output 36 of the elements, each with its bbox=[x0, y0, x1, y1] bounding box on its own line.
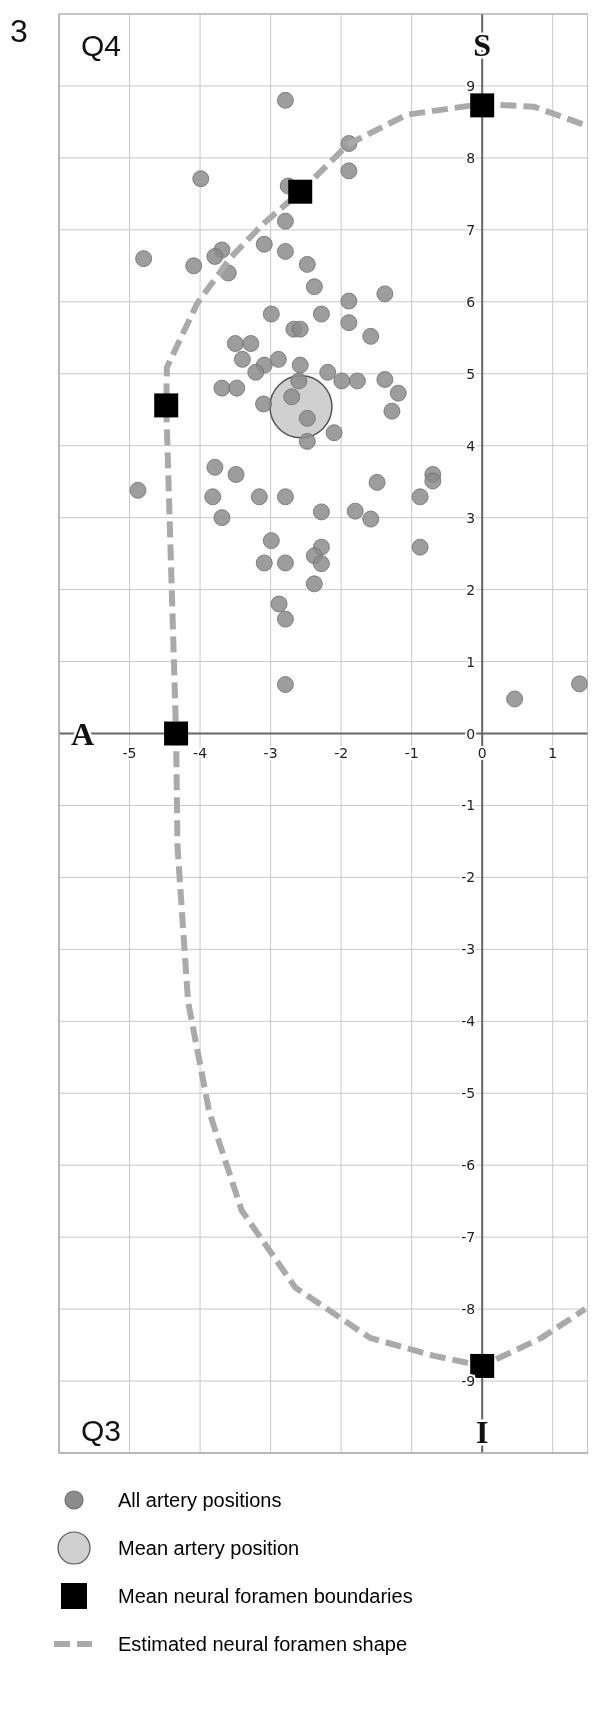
text: 3 bbox=[10, 13, 28, 49]
y-tick-label: -8 bbox=[461, 1301, 476, 1318]
y-tick-label: 9 bbox=[466, 77, 476, 94]
y-tick-label: 1 bbox=[466, 653, 476, 670]
annotation: Q3 bbox=[81, 1414, 122, 1447]
y-tick-label: -6 bbox=[461, 1157, 476, 1174]
y-tick-label: -9 bbox=[461, 1373, 476, 1390]
x-tick-label: -1 bbox=[404, 744, 419, 761]
x-tick-label: -3 bbox=[263, 744, 278, 761]
y-tick-label: -4 bbox=[461, 1013, 476, 1030]
x-tick-label: -5 bbox=[122, 744, 137, 761]
y-tick-label: -1 bbox=[461, 797, 476, 814]
y-tick-label: 2 bbox=[466, 581, 476, 598]
y-tick-label: 3 bbox=[466, 509, 476, 526]
point bbox=[470, 93, 495, 118]
y-tick-label: -3 bbox=[461, 941, 476, 958]
legend-label: Mean neural foramen boundaries bbox=[118, 1584, 413, 1608]
y-tick-label: -2 bbox=[461, 869, 476, 886]
y-tick-label: -7 bbox=[461, 1229, 476, 1246]
x-tick-label: -4 bbox=[193, 744, 208, 761]
y-tick-label: -5 bbox=[461, 1085, 476, 1102]
x-tick-label: -2 bbox=[334, 744, 349, 761]
point bbox=[470, 1353, 495, 1378]
y-tick-label: 6 bbox=[466, 293, 476, 310]
y-tick-label: 4 bbox=[466, 437, 476, 454]
legend-label: All artery positions bbox=[118, 1488, 282, 1512]
point bbox=[164, 721, 189, 746]
x-tick-label: 1 bbox=[548, 744, 558, 761]
y-tick-label: 5 bbox=[466, 365, 476, 382]
legend-label: Mean artery position bbox=[118, 1536, 300, 1560]
legend-label: Estimated neural foramen shape bbox=[118, 1632, 408, 1656]
point bbox=[154, 393, 179, 418]
y-tick-label: 7 bbox=[466, 221, 476, 238]
y-tick-label: 8 bbox=[466, 149, 476, 166]
annotation: Q4 bbox=[81, 29, 122, 62]
point bbox=[288, 179, 313, 204]
